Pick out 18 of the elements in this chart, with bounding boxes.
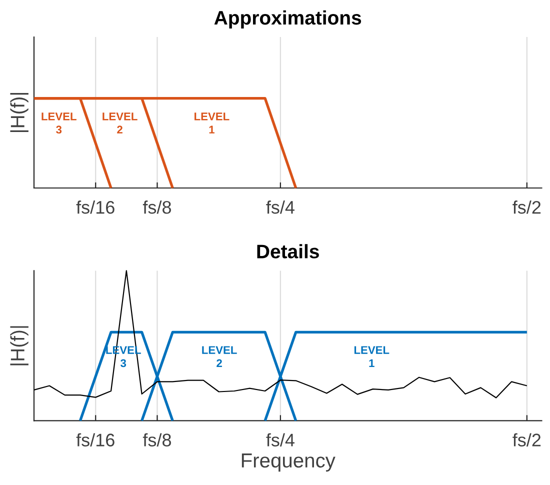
x-tick-label: fs/4	[266, 200, 294, 214]
chart-title: Details	[257, 244, 319, 258]
y-axis-title: |H(f)|	[10, 92, 28, 132]
x-tick-label: fs/2	[512, 200, 541, 214]
x-tick-label: fs/2	[512, 433, 541, 446]
annotation: LEVEL 1	[354, 346, 390, 368]
x-tick-label: fs/16	[76, 200, 114, 214]
x-tick-label: fs/8	[142, 200, 171, 214]
y-axis-title: |H(f)|	[10, 326, 28, 366]
annotation: LEVEL 1	[194, 112, 230, 134]
x-tick-label: fs/8	[142, 433, 171, 446]
annotation: LEVEL 2	[102, 112, 138, 134]
annotation: LEVEL 3	[42, 112, 76, 134]
chart-title: Approximations	[214, 10, 362, 29]
x-tick-label: fs/4	[266, 433, 294, 446]
annotation: LEVEL 2	[202, 346, 237, 368]
x-tick-label: fs/16	[76, 433, 114, 446]
x-axis-title: Frequency	[242, 454, 336, 472]
